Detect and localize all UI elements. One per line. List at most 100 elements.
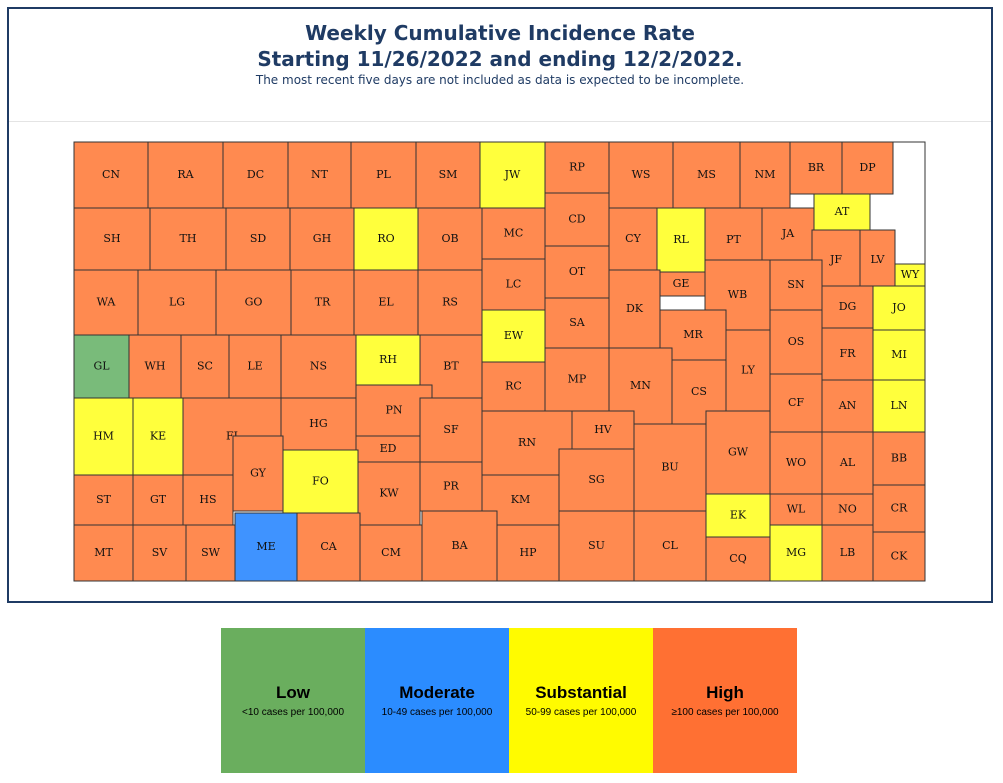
county-shape[interactable] [481,207,546,260]
county-cy[interactable]: CY [608,207,658,271]
county-shape[interactable] [769,524,823,582]
county-gl[interactable]: GL [73,334,130,399]
county-mp[interactable]: MP [544,347,610,412]
county-shape[interactable] [357,461,421,526]
county-os[interactable]: OS [769,309,823,375]
county-sv[interactable]: SV [132,524,187,582]
county-shape[interactable] [481,309,546,363]
county-shape[interactable] [234,512,298,582]
county-shape[interactable] [132,524,187,582]
county-rc[interactable]: RC [481,361,546,412]
county-dp[interactable]: DP [841,141,894,195]
county-mg[interactable]: MG [769,524,823,582]
county-shape[interactable] [417,269,483,336]
county-shape[interactable] [841,141,894,195]
county-ek[interactable]: EK [705,493,771,538]
county-ln[interactable]: LN [872,379,926,433]
county-shape[interactable] [769,493,823,526]
county-shape[interactable] [128,334,182,399]
county-shape[interactable] [769,259,823,311]
county-shape[interactable] [544,192,610,247]
county-kw[interactable]: KW [357,461,421,526]
county-nt[interactable]: NT [287,141,352,209]
county-wa[interactable]: WA [73,269,139,336]
county-shape[interactable] [872,379,926,433]
county-shape[interactable] [73,141,149,209]
county-gw[interactable]: GW [705,410,771,495]
county-shape[interactable] [419,397,483,463]
county-sc[interactable]: SC [180,334,230,399]
county-shape[interactable] [225,207,291,271]
county-shape[interactable] [821,379,874,433]
county-dk[interactable]: DK [608,269,661,349]
county-hp[interactable]: HP [496,524,560,582]
county-rn[interactable]: RN [481,410,573,476]
county-shape[interactable] [608,207,658,271]
county-shape[interactable] [479,141,546,209]
county-sg[interactable]: SG [558,448,635,512]
county-sm[interactable]: SM [415,141,481,209]
county-hg[interactable]: HG [280,397,357,451]
county-br[interactable]: BR [789,141,843,195]
county-shape[interactable] [73,334,130,399]
county-shape[interactable] [355,384,433,437]
county-shape[interactable] [137,269,217,336]
county-bb[interactable]: BB [872,431,926,486]
county-pl[interactable]: PL [350,141,417,209]
county-hs[interactable]: HS [182,474,234,526]
county-shape[interactable] [355,334,421,386]
county-lb[interactable]: LB [821,524,874,582]
county-le[interactable]: LE [228,334,282,399]
county-ew[interactable]: EW [481,309,546,363]
county-shape[interactable] [872,531,926,582]
county-cf[interactable]: CF [769,373,823,433]
county-sh[interactable]: SH [73,207,151,271]
county-shape[interactable] [353,207,419,271]
county-shape[interactable] [544,245,610,299]
county-shape[interactable] [872,484,926,533]
county-cr[interactable]: CR [872,484,926,533]
county-ot[interactable]: OT [544,245,610,299]
county-shape[interactable] [739,141,791,209]
county-dc[interactable]: DC [222,141,289,209]
county-ck[interactable]: CK [872,531,926,582]
county-shape[interactable] [353,269,419,336]
county-shape[interactable] [287,141,352,209]
county-shape[interactable] [350,141,417,209]
county-shape[interactable] [859,229,896,291]
county-ns[interactable]: NS [280,334,357,399]
county-lg[interactable]: LG [137,269,217,336]
county-at[interactable]: AT [813,193,871,231]
county-shape[interactable] [290,269,355,336]
county-su[interactable]: SU [558,510,635,582]
county-an[interactable]: AN [821,379,874,433]
county-gy[interactable]: GY [232,435,284,512]
county-st[interactable]: ST [73,474,134,526]
county-shape[interactable] [280,397,357,451]
county-pr[interactable]: PR [419,461,483,512]
county-shape[interactable] [544,141,610,194]
county-rh[interactable]: RH [355,334,421,386]
county-shape[interactable] [872,329,926,381]
county-mt[interactable]: MT [73,524,134,582]
county-fr[interactable]: FR [821,327,874,381]
county-cd[interactable]: CD [544,192,610,247]
county-lv[interactable]: LV [859,229,896,291]
county-shape[interactable] [419,461,483,512]
county-shape[interactable] [633,423,707,512]
county-shape[interactable] [496,524,560,582]
county-sw[interactable]: SW [185,524,236,582]
county-lc[interactable]: LC [481,258,546,311]
county-shape[interactable] [769,309,823,375]
county-sa[interactable]: SA [544,297,610,349]
county-bu[interactable]: BU [633,423,707,512]
county-ra[interactable]: RA [147,141,224,209]
county-shape[interactable] [769,373,823,433]
county-wy[interactable]: WY [894,263,926,287]
county-rp[interactable]: RP [544,141,610,194]
county-rl[interactable]: RL [656,207,706,273]
county-cm[interactable]: CM [359,524,423,582]
county-shape[interactable] [481,258,546,311]
county-rs[interactable]: RS [417,269,483,336]
county-al[interactable]: AL [821,431,874,495]
